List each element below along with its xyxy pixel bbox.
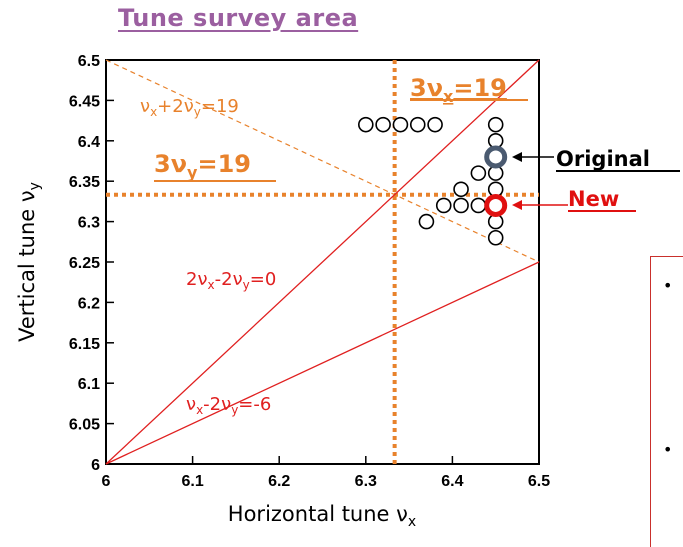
survey-point-4: [427, 116, 443, 133]
y-axis-title: Vertical tune νy: [15, 182, 43, 342]
resonance-lines: [105, 59, 540, 465]
survey-points: [357, 116, 504, 246]
y-tick-label-0: 6: [91, 457, 100, 474]
survey-point-1: [375, 116, 391, 133]
survey-point-16: [453, 197, 469, 214]
original-label: Original: [556, 147, 650, 171]
survey-point-17: [435, 197, 452, 214]
y-tick-label-4: 6.2: [78, 295, 100, 312]
x-ticks: 6 6.1 6.2 6.3 6.4 6.5: [102, 456, 550, 490]
label-3nuy: 3νy=19: [154, 150, 251, 182]
new-tune-marker: [484, 193, 508, 217]
label-diff6-resonance: νx-2νy=-6: [186, 394, 271, 417]
new-arrow-head: [512, 200, 522, 210]
x-axis-title-main: Horizontal tune ν: [228, 502, 408, 526]
y-tick-label-7: 6.35: [69, 174, 100, 191]
y-ticks: 6 6.05 6.1 6.15 6.2 6.25 6.3 6.35 6.4 6.45 6.5: [69, 53, 114, 474]
survey-point-13: [470, 165, 487, 181]
y-axis-title-main: Vertical tune ν: [15, 190, 39, 341]
resonance-line-4: [105, 261, 540, 465]
survey-point-3: [409, 116, 426, 133]
survey-point-14: [470, 197, 487, 214]
y-tick-label-2: 6.1: [78, 376, 100, 393]
resonance-line-3: [105, 59, 540, 465]
label-3nux: 3νx=19: [410, 74, 507, 106]
original-tune-marker: [484, 145, 508, 169]
y-tick-label-9: 6.45: [69, 93, 100, 110]
x-axis-title-sub: x: [408, 514, 416, 530]
survey-point-15: [453, 181, 469, 198]
x-tick-label-5: 6.5: [528, 473, 550, 490]
resonance-line-2: [105, 59, 540, 263]
y-tick-label-3: 6.15: [69, 336, 100, 353]
survey-point-2: [392, 116, 409, 133]
survey-point-18: [418, 213, 435, 230]
y-tick-label-6: 6.3: [78, 215, 100, 232]
y-axis-title-sub: y: [27, 182, 43, 190]
y-tick-label-1: 6.05: [69, 417, 100, 434]
survey-point-0: [357, 116, 374, 133]
x-tick-label-1: 6.1: [181, 473, 203, 490]
original-arrow-head: [512, 152, 522, 162]
survey-point-5: [487, 116, 504, 133]
label-sum-resonance: νx+2νy=19: [140, 96, 239, 119]
notes-box: [650, 256, 683, 547]
notes-bullet-2: •: [663, 440, 673, 459]
new-label: New: [568, 187, 619, 211]
x-tick-label-2: 6.2: [268, 473, 290, 490]
tune-markers: [484, 145, 508, 217]
x-tick-label-4: 6.4: [441, 473, 463, 490]
survey-point-12: [487, 229, 504, 246]
label-diff0-resonance: 2νx-2νy=0: [186, 269, 276, 292]
y-tick-label-5: 6.25: [69, 255, 100, 272]
notes-bullet-1: •: [663, 276, 673, 295]
y-tick-label-10: 6.5: [78, 53, 100, 70]
y-tick-label-8: 6.4: [78, 134, 100, 151]
page-title: Tune survey area: [118, 4, 359, 32]
x-axis-title: Horizontal tune νx: [228, 502, 416, 530]
x-tick-label-3: 6.3: [355, 473, 377, 490]
x-tick-label-0: 6: [102, 473, 111, 490]
